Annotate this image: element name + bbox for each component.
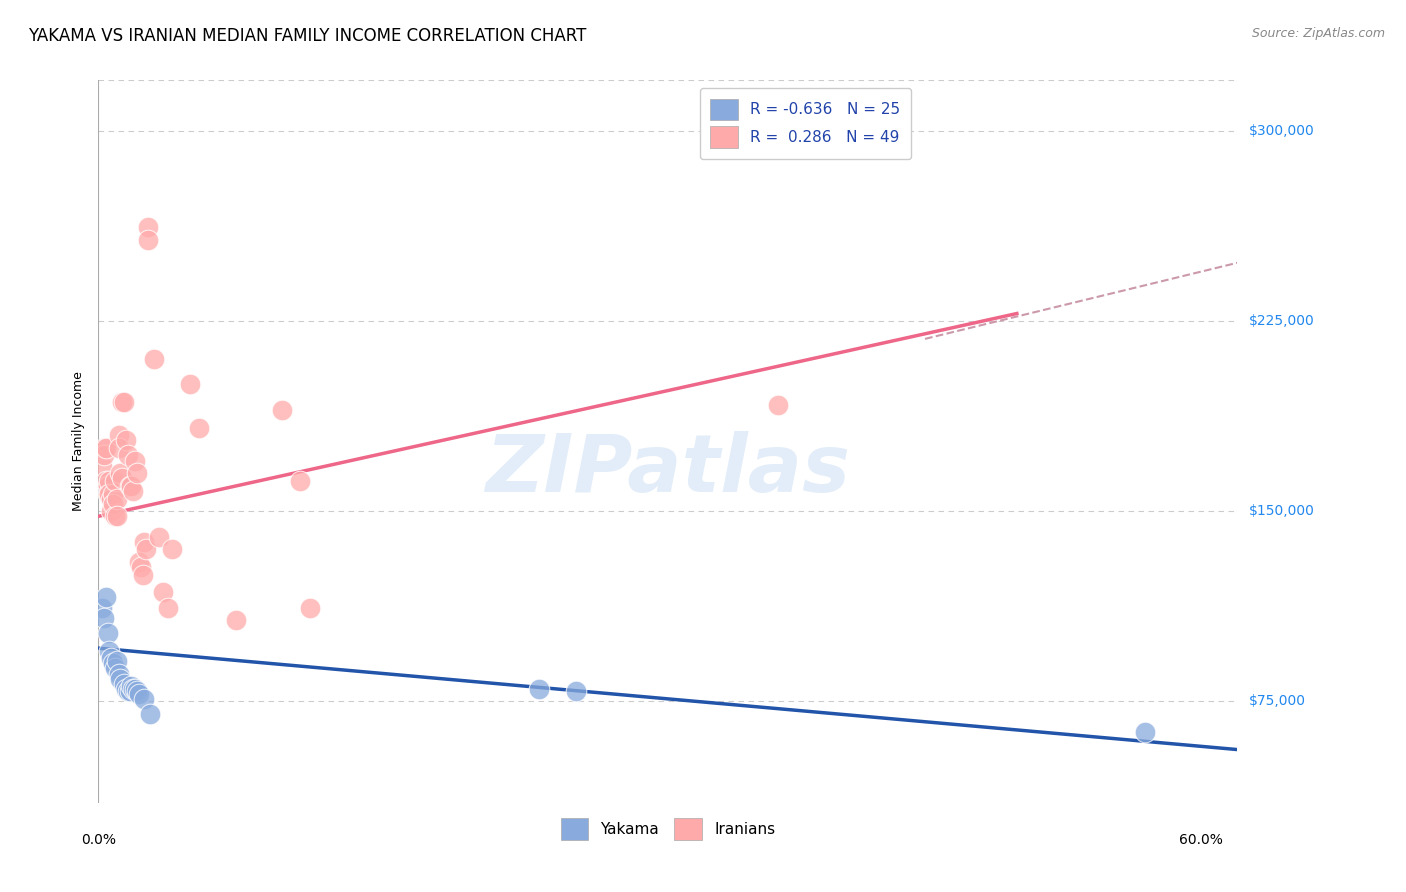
Text: YAKAMA VS IRANIAN MEDIAN FAMILY INCOME CORRELATION CHART: YAKAMA VS IRANIAN MEDIAN FAMILY INCOME C… xyxy=(28,27,586,45)
Point xyxy=(98,474,121,488)
Point xyxy=(107,666,129,681)
Point xyxy=(107,441,129,455)
Point xyxy=(122,681,145,696)
Y-axis label: Median Family Income: Median Family Income xyxy=(72,372,86,511)
Point xyxy=(565,684,588,698)
Point xyxy=(110,467,132,481)
Point xyxy=(112,676,135,690)
Point xyxy=(134,534,156,549)
Point xyxy=(148,530,170,544)
Point xyxy=(94,474,117,488)
Point xyxy=(125,684,148,698)
Point xyxy=(97,486,120,500)
Point xyxy=(118,479,141,493)
Point xyxy=(100,504,122,518)
Text: 0.0%: 0.0% xyxy=(82,833,115,847)
Point xyxy=(100,651,122,665)
Point xyxy=(100,491,122,506)
Point xyxy=(104,661,127,675)
Point xyxy=(136,220,159,235)
Point xyxy=(91,458,114,473)
Point xyxy=(121,479,143,493)
Point xyxy=(529,681,551,696)
Point xyxy=(128,687,150,701)
Point xyxy=(160,542,183,557)
Point xyxy=(188,420,211,434)
Point xyxy=(101,486,124,500)
Point xyxy=(1135,724,1157,739)
Point xyxy=(128,555,150,569)
Point xyxy=(91,600,114,615)
Point xyxy=(111,471,134,485)
Point xyxy=(125,467,148,481)
Point xyxy=(111,395,134,409)
Point xyxy=(104,474,127,488)
Point xyxy=(134,691,156,706)
Point xyxy=(135,542,157,557)
Point xyxy=(105,509,128,524)
Point xyxy=(766,398,789,412)
Point xyxy=(117,684,139,698)
Point xyxy=(101,657,124,671)
Point xyxy=(225,613,247,627)
Text: $300,000: $300,000 xyxy=(1249,124,1315,138)
Point xyxy=(124,681,146,696)
Point xyxy=(98,486,121,500)
Point xyxy=(112,395,135,409)
Point xyxy=(271,402,294,417)
Point xyxy=(94,591,117,605)
Point xyxy=(152,585,174,599)
Point xyxy=(129,560,152,574)
Point xyxy=(105,654,128,668)
Legend: Yakama, Iranians: Yakama, Iranians xyxy=(554,812,782,846)
Point xyxy=(93,441,115,455)
Point xyxy=(131,567,153,582)
Text: ZIPatlas: ZIPatlas xyxy=(485,432,851,509)
Text: $75,000: $75,000 xyxy=(1249,694,1305,708)
Point xyxy=(136,233,159,247)
Text: 60.0%: 60.0% xyxy=(1178,833,1222,847)
Text: $225,000: $225,000 xyxy=(1249,314,1315,328)
Text: $150,000: $150,000 xyxy=(1249,504,1315,518)
Point xyxy=(115,681,138,696)
Point xyxy=(110,672,132,686)
Point xyxy=(107,428,129,442)
Point xyxy=(101,497,124,511)
Point xyxy=(97,479,120,493)
Point xyxy=(118,684,141,698)
Point xyxy=(94,441,117,455)
Point xyxy=(117,449,139,463)
Point xyxy=(104,509,127,524)
Point xyxy=(93,611,115,625)
Point xyxy=(290,474,312,488)
Point xyxy=(98,643,121,657)
Point xyxy=(105,491,128,506)
Point xyxy=(97,626,120,640)
Point xyxy=(93,449,115,463)
Text: Source: ZipAtlas.com: Source: ZipAtlas.com xyxy=(1251,27,1385,40)
Point xyxy=(142,352,165,367)
Point xyxy=(298,600,321,615)
Point xyxy=(122,483,145,498)
Point xyxy=(115,434,138,448)
Point xyxy=(157,600,180,615)
Point xyxy=(121,679,143,693)
Point xyxy=(139,707,162,722)
Point xyxy=(179,377,201,392)
Point xyxy=(124,453,146,467)
